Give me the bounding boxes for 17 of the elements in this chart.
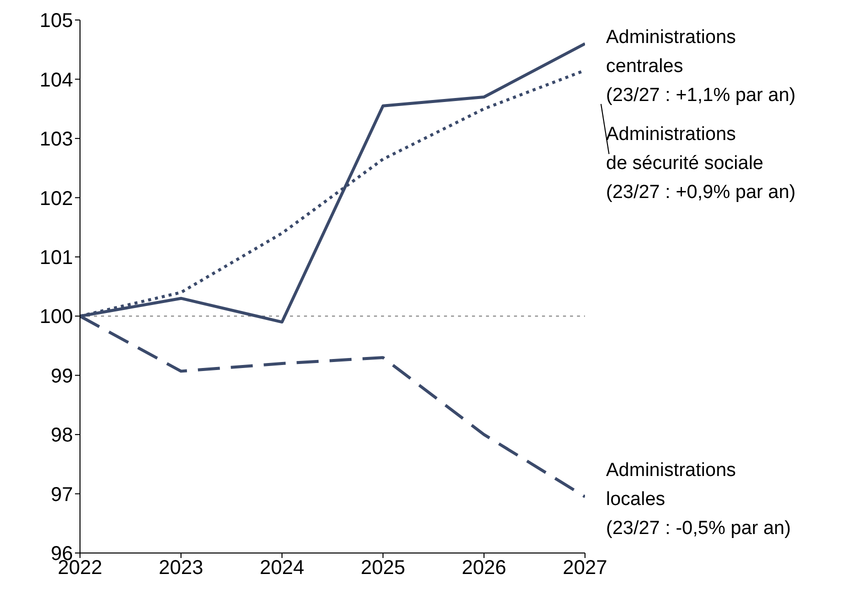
y-tick-label: 104 [40, 69, 73, 92]
x-tick-label: 2024 [260, 557, 304, 580]
x-tick-label: 2027 [562, 557, 608, 580]
y-tick-label: 100 [40, 306, 73, 328]
y-tick-label: 97 [50, 484, 73, 506]
text: Administrations de sécurité sociale (23/27 : +0,9% par an) [606, 123, 796, 205]
series-label: Administrations locales (23/27 : -0,5% par an) [606, 459, 791, 541]
y-tick-label: 101 [40, 246, 73, 269]
x-tick-label: 2026 [462, 557, 506, 580]
y-tick-label: 102 [40, 188, 73, 210]
y-tick-label: 105 [40, 10, 73, 32]
x-tick-label: 2025 [360, 557, 406, 580]
y-tick-label: 103 [40, 128, 73, 151]
y-tick-label: 99 [50, 365, 73, 388]
series-label: Administrations centrales (23/27 : +1,1% par an) [606, 26, 796, 108]
y-tick-label: 98 [50, 424, 73, 447]
x-tick-label: 2023 [158, 557, 204, 580]
